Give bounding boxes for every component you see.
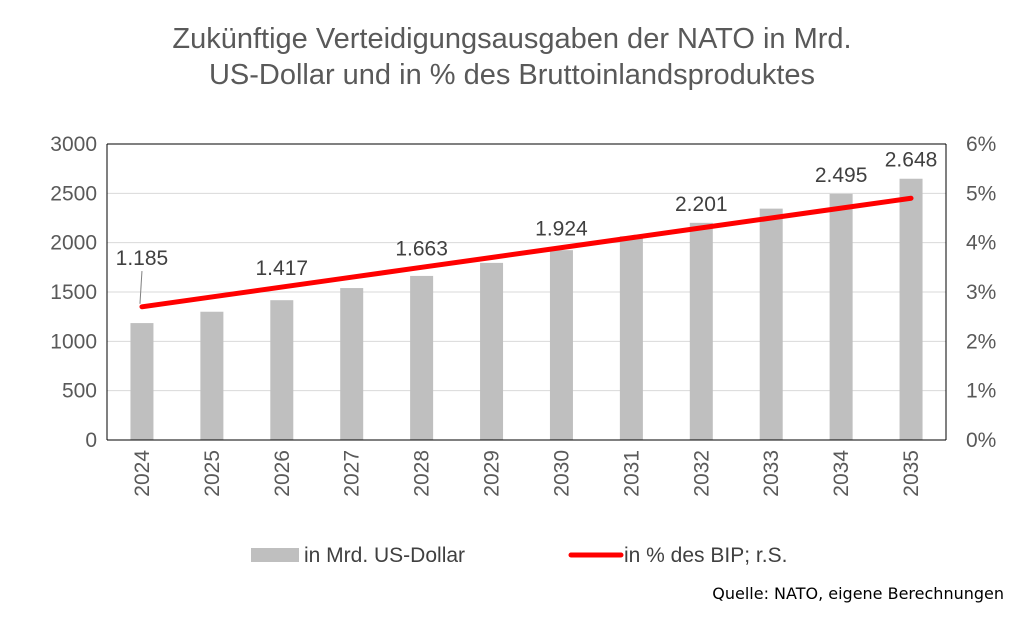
bar-2030 — [549, 250, 573, 440]
bar-2027 — [340, 288, 364, 440]
data-label-2034: 2.495 — [815, 164, 868, 187]
data-label-2030: 1.924 — [535, 218, 588, 241]
line-point-2028 — [421, 266, 423, 268]
x-tick-label: 2031 — [620, 450, 643, 497]
bar-2025 — [200, 311, 224, 440]
y-left-tick-label: 1500 — [50, 281, 97, 304]
line-point-2025 — [211, 296, 213, 298]
legend-line-label: in % des BIP; r.S. — [624, 544, 787, 567]
line-point-2033 — [770, 217, 772, 219]
line-point-2031 — [630, 237, 632, 239]
x-tick-label: 2035 — [900, 450, 923, 497]
line-point-2032 — [700, 227, 702, 229]
x-tick-label: 2024 — [131, 450, 154, 497]
bar-2032 — [689, 222, 713, 440]
data-label-2024: 1.185 — [116, 247, 169, 270]
x-tick-label: 2033 — [760, 450, 783, 497]
line-series-bip — [139, 195, 914, 310]
y-right-tick-label: 2% — [966, 330, 996, 353]
x-tick-label: 2025 — [201, 450, 224, 497]
legend-bar-label: in Mrd. US-Dollar — [304, 544, 465, 567]
bar-2024 — [130, 323, 154, 440]
y-left-tick-label: 0 — [85, 429, 97, 452]
y-left-tick-label: 3000 — [50, 133, 97, 156]
line-point-2030 — [560, 247, 562, 249]
chart-title-line-1: Zukünftige Verteidigungsausgaben der NAT… — [172, 23, 851, 55]
y-left-tick-label: 2000 — [50, 232, 97, 255]
data-label-2035: 2.648 — [885, 149, 938, 172]
y-right-tick-label: 1% — [966, 380, 996, 403]
x-tick-label: 2028 — [411, 450, 434, 497]
y-left-tick-label: 2500 — [50, 182, 97, 205]
legend-bar-swatch — [251, 548, 299, 562]
y-right-tick-label: 6% — [966, 133, 996, 156]
source-note: Quelle: NATO, eigene Berechnungen — [712, 584, 1004, 603]
data-label-2026: 1.417 — [256, 257, 309, 280]
bar-2035 — [899, 178, 923, 441]
data-label-2028: 1.663 — [395, 237, 448, 260]
bar-2029 — [480, 262, 504, 440]
y-right-tick-label: 3% — [966, 281, 996, 304]
y-left-tick-label: 1000 — [50, 330, 97, 353]
y-right-tick-label: 5% — [966, 182, 996, 205]
bar-2028 — [410, 275, 434, 440]
y-left-tick-label: 500 — [62, 380, 97, 403]
line-point-2034 — [840, 207, 842, 209]
x-tick-label: 2027 — [341, 450, 364, 497]
x-tick-label: 2030 — [550, 450, 573, 497]
x-tick-label: 2034 — [830, 450, 853, 497]
line-point-2035 — [910, 197, 912, 199]
line-point-2027 — [351, 276, 353, 278]
x-tick-label: 2029 — [481, 450, 504, 497]
bar-2031 — [619, 236, 643, 440]
chart-title-line-2: US-Dollar und in % des Bruttoinlandsprod… — [209, 59, 815, 91]
line-point-2024 — [141, 306, 143, 308]
bar-2026 — [270, 300, 294, 440]
y-right-tick-label: 0% — [966, 429, 996, 452]
line-point-2026 — [281, 286, 283, 288]
x-tick-label: 2026 — [271, 450, 294, 497]
y-right-tick-label: 4% — [966, 232, 996, 255]
bar-2034 — [829, 193, 853, 440]
data-label-leader — [139, 271, 143, 304]
data-label-2032: 2.201 — [675, 193, 728, 216]
x-tick-label: 2032 — [690, 450, 713, 497]
bar-2033 — [759, 208, 783, 440]
line-point-2029 — [491, 256, 493, 258]
